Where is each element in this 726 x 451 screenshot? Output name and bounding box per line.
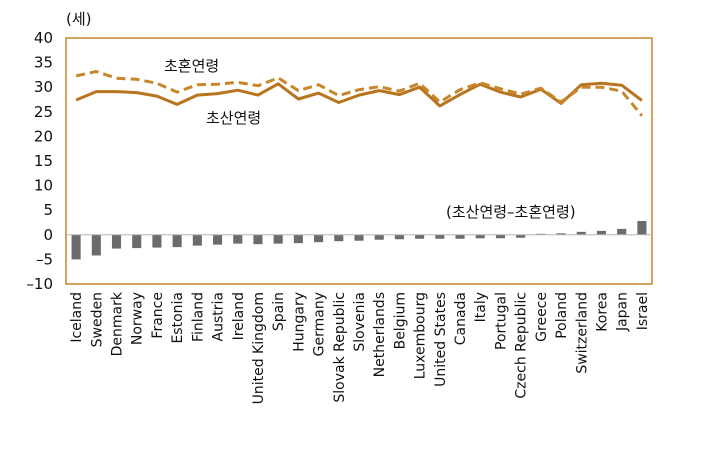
bar: [516, 234, 526, 238]
legend-label-difference: (초산연령–초혼연령): [446, 203, 576, 221]
x-tick-label: Finland: [190, 292, 206, 342]
x-tick-label: Estonia: [170, 292, 186, 344]
x-tick-label: Norway: [130, 292, 146, 345]
x-tick-label: Denmark: [110, 291, 126, 356]
x-tick-label: Sweden: [89, 292, 105, 347]
bar: [111, 234, 122, 249]
y-tick-label: 40: [34, 29, 53, 47]
bar: [374, 234, 384, 240]
bar: [253, 234, 263, 245]
x-tick-label: Korea: [594, 292, 610, 332]
y-tick-label: 5: [43, 201, 53, 219]
x-tick-label: Germany: [312, 292, 328, 356]
x-tick-label: Portugal: [493, 292, 509, 350]
y-tick-label: 25: [34, 103, 53, 121]
x-tick-label: Netherlands: [372, 292, 388, 377]
bar: [394, 234, 404, 240]
y-tick-label: 20: [34, 127, 53, 145]
bar: [415, 234, 425, 239]
bar: [152, 234, 162, 248]
x-tick-label: Slovak Republic: [332, 292, 348, 403]
bar: [314, 234, 324, 243]
bar: [354, 234, 364, 241]
x-tick-label: Spain: [271, 292, 287, 331]
bar: [435, 234, 445, 239]
x-tick-label: Japan: [615, 292, 631, 332]
bar: [172, 234, 182, 248]
x-tick-label: Luxembourg: [413, 292, 429, 379]
bar: [233, 234, 243, 244]
bar: [455, 234, 465, 239]
y-tick-label: 30: [34, 78, 53, 96]
y-tick-label: –10: [26, 275, 53, 293]
x-tick-label: Ireland: [231, 292, 247, 340]
bar: [637, 221, 647, 235]
line-series-marriage-age: [75, 70, 644, 117]
x-tick-label: Iceland: [69, 292, 85, 343]
x-tick-label: Slovenia: [352, 292, 368, 352]
bar: [596, 230, 607, 235]
x-tick-label: Israel: [635, 292, 651, 330]
bar: [91, 234, 101, 256]
bar: [334, 234, 344, 242]
y-axis: 40 35 30 25 20 15 10 5 0 –5 –10: [26, 29, 53, 293]
unit-label: (세): [66, 10, 92, 28]
bar: [495, 234, 505, 239]
x-tick-label: Austria: [211, 292, 227, 341]
y-tick-label: –5: [36, 250, 53, 268]
x-tick-label: Belgium: [392, 292, 408, 349]
bar: [293, 234, 303, 244]
bar: [556, 233, 566, 235]
bar: [576, 231, 586, 235]
y-tick-label: 0: [43, 226, 53, 244]
bar: [132, 234, 142, 249]
bar: [617, 228, 627, 235]
y-tick-label: 15: [34, 152, 53, 170]
x-tick-label: France: [150, 292, 166, 339]
bar: [213, 234, 223, 245]
x-tick-label: Hungary: [291, 292, 307, 352]
legend-label-marriage: 초혼연령: [164, 57, 219, 75]
x-tick-label: United Kingdom: [251, 292, 267, 404]
y-tick-label: 10: [34, 177, 53, 195]
x-tick-label: Canada: [453, 292, 469, 345]
x-axis: Iceland Sweden Denmark Norway France Estonia F…: [69, 291, 651, 404]
x-tick-label: Greece: [534, 292, 550, 342]
x-tick-label: Poland: [554, 292, 570, 339]
x-tick-label: Switzerland: [574, 292, 590, 374]
y-tick-label: 35: [34, 54, 53, 72]
x-tick-label: United States: [433, 292, 449, 387]
legend-label-first-birth: 초산연령: [206, 109, 261, 127]
bar: [273, 234, 283, 244]
plot-frame: [65, 37, 653, 285]
bar-series: [71, 221, 647, 260]
bar: [71, 234, 81, 260]
bar: [475, 234, 485, 239]
x-tick-label: Italy: [473, 292, 489, 322]
x-tick-label: Czech Republic: [514, 292, 530, 399]
bar: [192, 234, 202, 246]
